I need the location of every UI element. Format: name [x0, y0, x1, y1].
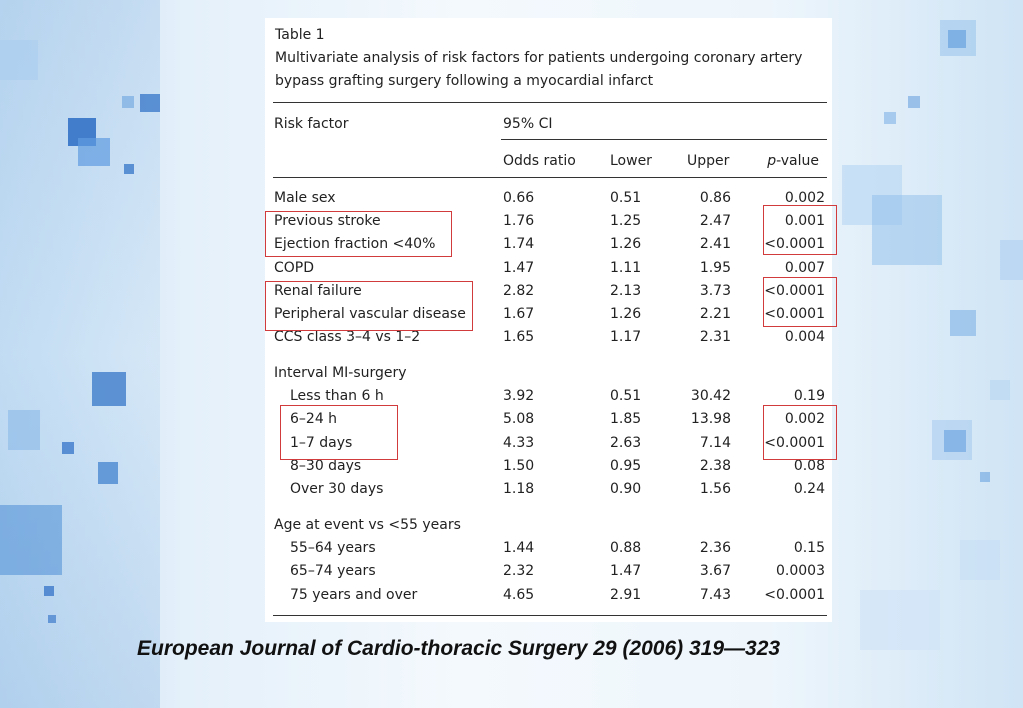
row-p-value: 0.24 — [793, 481, 825, 497]
row-upper: 0.86 — [699, 190, 731, 206]
row-p-value: 0.15 — [793, 540, 825, 556]
row-upper: 7.43 — [699, 587, 731, 603]
highlight-box-p-3 — [763, 405, 837, 460]
row-upper: 30.42 — [690, 388, 731, 404]
row-factor: Renal failure — [274, 283, 362, 299]
header-upper: Upper — [687, 153, 730, 169]
row-p-value: 0.0003 — [776, 563, 825, 579]
header-risk-factor: Risk factor — [274, 116, 349, 132]
highlight-box-factors-1 — [265, 211, 452, 257]
row-p-value: 0.007 — [784, 260, 825, 276]
row-factor: Male sex — [274, 190, 336, 206]
row-factor: Less than 6 h — [290, 388, 384, 404]
row-upper: 2.47 — [699, 213, 731, 229]
row-odds-ratio: 1.65 — [503, 329, 535, 345]
row-upper: 3.73 — [699, 283, 731, 299]
row-odds-ratio: 4.65 — [503, 587, 535, 603]
row-odds-ratio: 3.92 — [503, 388, 535, 404]
row-p-value: <0.0001 — [764, 306, 825, 322]
highlight-box-intervals — [280, 405, 398, 460]
table-caption: Table 1 — [275, 27, 325, 43]
header-p-value: p-value — [767, 153, 819, 169]
highlight-box-factors-2 — [265, 281, 473, 331]
row-lower: 1.17 — [610, 329, 642, 345]
highlight-box-p-2 — [763, 277, 837, 327]
row-odds-ratio: 2.82 — [503, 283, 535, 299]
row-upper: 2.21 — [699, 306, 731, 322]
row-factor: 6–24 h — [290, 411, 338, 427]
header-95-ci: 95% CI — [503, 116, 553, 132]
row-lower: 1.85 — [610, 411, 642, 427]
row-factor: Previous stroke — [274, 213, 381, 229]
row-factor: CCS class 3–4 vs 1–2 — [274, 329, 421, 345]
row-odds-ratio: 1.47 — [503, 260, 535, 276]
row-lower: 0.88 — [610, 540, 642, 556]
row-odds-ratio: 1.18 — [503, 481, 535, 497]
row-lower: 0.95 — [610, 458, 642, 474]
row-upper: 13.98 — [690, 411, 731, 427]
row-lower: 0.51 — [610, 388, 642, 404]
row-odds-ratio: 4.33 — [503, 435, 535, 451]
row-odds-ratio: 1.50 — [503, 458, 535, 474]
row-factor: 75 years and over — [290, 587, 418, 603]
row-p-value: 0.002 — [784, 190, 825, 206]
row-upper: 7.14 — [699, 435, 731, 451]
row-factor: 1–7 days — [290, 435, 353, 451]
row-lower: 1.11 — [610, 260, 642, 276]
row-odds-ratio: 1.67 — [503, 306, 535, 322]
header-lower: Lower — [610, 153, 652, 169]
row-odds-ratio: 1.74 — [503, 236, 535, 252]
row-upper: 2.38 — [699, 458, 731, 474]
row-lower: 1.47 — [610, 563, 642, 579]
row-odds-ratio: 1.44 — [503, 540, 535, 556]
table-top-rule — [273, 102, 827, 103]
row-upper: 1.95 — [699, 260, 731, 276]
row-factor: 65–74 years — [290, 563, 376, 579]
row-p-value: 0.002 — [784, 411, 825, 427]
row-p-value: <0.0001 — [764, 435, 825, 451]
group-label: Interval MI-surgery — [274, 365, 407, 381]
row-factor: COPD — [274, 260, 315, 276]
row-p-value: <0.0001 — [764, 283, 825, 299]
row-upper: 2.31 — [699, 329, 731, 345]
row-odds-ratio: 2.32 — [503, 563, 535, 579]
row-odds-ratio: 0.66 — [503, 190, 535, 206]
row-lower: 1.26 — [610, 236, 642, 252]
row-lower: 1.25 — [610, 213, 642, 229]
row-p-value: <0.0001 — [764, 236, 825, 252]
row-factor: Over 30 days — [290, 481, 384, 497]
row-lower: 2.91 — [610, 587, 642, 603]
row-factor: Ejection fraction <40% — [274, 236, 436, 252]
highlight-box-p-1 — [763, 205, 837, 255]
row-lower: 0.51 — [610, 190, 642, 206]
table-bottom-rule — [273, 615, 827, 616]
row-p-value: <0.0001 — [764, 587, 825, 603]
row-upper: 2.41 — [699, 236, 731, 252]
row-p-value: 0.004 — [784, 329, 825, 345]
row-odds-ratio: 5.08 — [503, 411, 535, 427]
row-factor: 55–64 years — [290, 540, 376, 556]
row-factor: Peripheral vascular disease — [274, 306, 466, 322]
row-lower: 2.13 — [610, 283, 642, 299]
ci-rule — [501, 139, 827, 140]
row-factor: 8–30 days — [290, 458, 362, 474]
citation: European Journal of Cardio-thoracic Surg… — [137, 637, 781, 660]
group-label: Age at event vs <55 years — [274, 517, 461, 533]
header-odds-ratio: Odds ratio — [503, 153, 576, 169]
header-bottom-rule — [273, 177, 827, 178]
table-panel: Table 1 Multivariate analysis of risk fa… — [265, 18, 837, 622]
table-title: Multivariate analysis of risk factors fo… — [275, 50, 803, 89]
row-lower: 2.63 — [610, 435, 642, 451]
row-p-value: 0.19 — [793, 388, 825, 404]
row-upper: 2.36 — [699, 540, 731, 556]
row-lower: 1.26 — [610, 306, 642, 322]
row-odds-ratio: 1.76 — [503, 213, 535, 229]
row-upper: 3.67 — [699, 563, 731, 579]
row-p-value: 0.08 — [793, 458, 825, 474]
row-p-value: 0.001 — [784, 213, 825, 229]
row-lower: 0.90 — [610, 481, 642, 497]
row-upper: 1.56 — [699, 481, 731, 497]
